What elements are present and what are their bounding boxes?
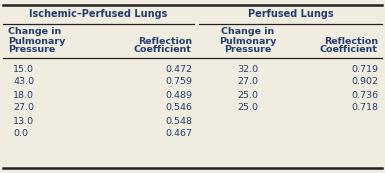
Text: Reflection: Reflection — [324, 37, 378, 45]
Text: 0.0: 0.0 — [13, 130, 28, 139]
Text: 18.0: 18.0 — [13, 90, 34, 99]
Text: 43.0: 43.0 — [13, 78, 34, 86]
Text: 25.0: 25.0 — [238, 90, 258, 99]
Text: 32.0: 32.0 — [238, 65, 259, 74]
Text: 0.718: 0.718 — [351, 103, 378, 112]
Text: 25.0: 25.0 — [238, 103, 258, 112]
Text: Coefficient: Coefficient — [134, 45, 192, 54]
Text: 0.736: 0.736 — [351, 90, 378, 99]
Text: 15.0: 15.0 — [13, 65, 34, 74]
Text: 0.548: 0.548 — [165, 116, 192, 125]
Text: 0.759: 0.759 — [165, 78, 192, 86]
Text: Pressure: Pressure — [8, 45, 55, 54]
Text: Change in: Change in — [221, 28, 275, 37]
Text: Perfused Lungs: Perfused Lungs — [248, 9, 333, 19]
Text: 0.902: 0.902 — [351, 78, 378, 86]
Text: Pulmonary: Pulmonary — [8, 37, 65, 45]
Text: 13.0: 13.0 — [13, 116, 34, 125]
Text: 0.546: 0.546 — [165, 103, 192, 112]
Text: Coefficient: Coefficient — [320, 45, 378, 54]
Text: 0.489: 0.489 — [165, 90, 192, 99]
Text: 27.0: 27.0 — [238, 78, 258, 86]
Text: Change in: Change in — [8, 28, 61, 37]
Text: Pressure: Pressure — [224, 45, 272, 54]
Text: Ischemic–Perfused Lungs: Ischemic–Perfused Lungs — [29, 9, 168, 19]
Text: 0.472: 0.472 — [165, 65, 192, 74]
Text: 0.719: 0.719 — [351, 65, 378, 74]
Text: Pulmonary: Pulmonary — [219, 37, 277, 45]
Text: 0.467: 0.467 — [165, 130, 192, 139]
Text: Reflection: Reflection — [138, 37, 192, 45]
Text: 27.0: 27.0 — [13, 103, 34, 112]
